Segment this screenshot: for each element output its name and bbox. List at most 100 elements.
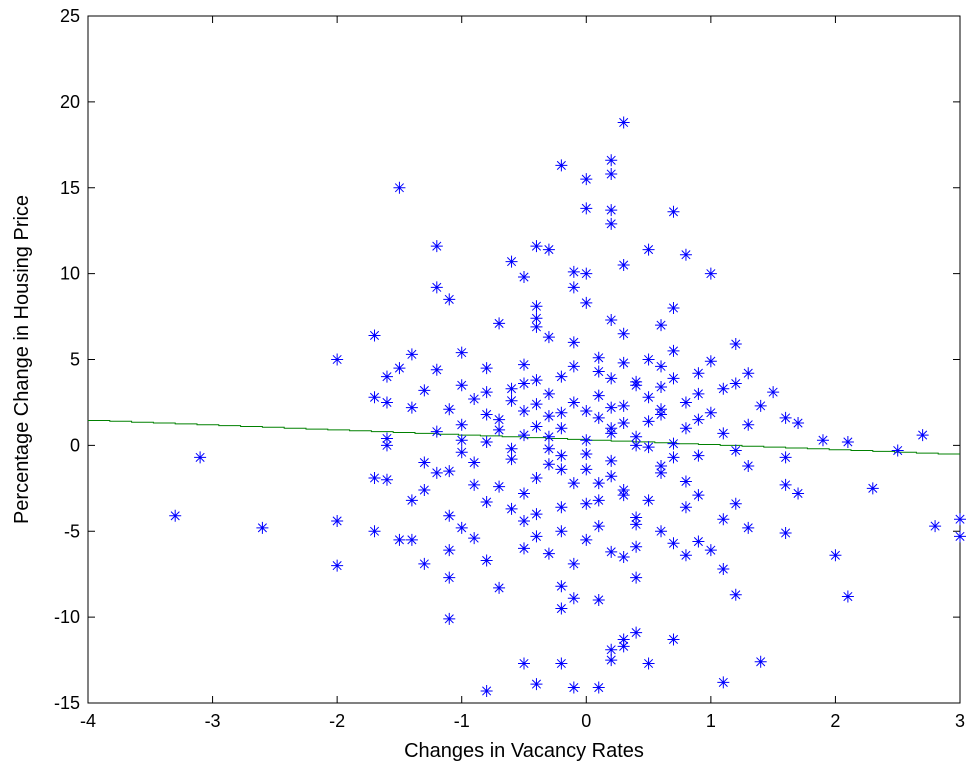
x-tick-label: 0 — [581, 711, 591, 731]
data-point — [592, 389, 605, 402]
data-point — [630, 379, 643, 392]
data-point — [605, 470, 618, 483]
data-point — [891, 444, 904, 457]
y-tick: 25 — [60, 6, 960, 26]
data-point — [704, 267, 717, 280]
data-point — [667, 633, 680, 646]
data-point — [655, 459, 668, 472]
data-point — [580, 497, 593, 510]
x-tick-label: 2 — [830, 711, 840, 731]
data-point — [418, 456, 431, 469]
y-tick: -15 — [54, 693, 960, 713]
data-point — [580, 447, 593, 460]
data-point — [779, 526, 792, 539]
data-point — [617, 551, 630, 564]
data-point — [368, 525, 381, 538]
data-point — [368, 329, 381, 342]
data-point — [567, 396, 580, 409]
data-point — [642, 415, 655, 428]
data-point — [443, 612, 456, 625]
data-point — [779, 478, 792, 491]
data-point — [866, 482, 879, 495]
data-point — [617, 484, 630, 497]
data-point — [717, 513, 730, 526]
data-point — [617, 259, 630, 272]
data-point — [393, 181, 406, 194]
data-point — [380, 473, 393, 486]
data-point — [617, 356, 630, 369]
data-point — [630, 626, 643, 639]
data-point — [493, 413, 506, 426]
data-point — [642, 391, 655, 404]
data-point — [605, 401, 618, 414]
data-point — [717, 563, 730, 576]
data-point — [667, 205, 680, 218]
data-point — [368, 472, 381, 485]
data-point — [505, 382, 518, 395]
data-point — [567, 281, 580, 294]
y-tick: -10 — [54, 607, 960, 627]
data-point — [717, 382, 730, 395]
x-axis-ticks: -4 -3 -2 -1 0 1 2 3 — [80, 16, 965, 731]
data-point — [692, 489, 705, 502]
data-point — [642, 441, 655, 454]
data-point — [505, 502, 518, 515]
data-point — [592, 681, 605, 694]
data-point — [754, 399, 767, 412]
data-point — [443, 403, 456, 416]
data-point — [617, 633, 630, 646]
data-point — [530, 678, 543, 691]
data-point — [518, 377, 530, 390]
data-point — [667, 451, 680, 464]
data-point — [380, 439, 393, 452]
data-point — [717, 427, 730, 440]
data-point — [518, 405, 530, 418]
data-point — [729, 497, 742, 510]
data-point — [567, 477, 580, 490]
data-point — [542, 387, 555, 400]
data-point — [542, 331, 555, 344]
data-point — [493, 317, 506, 330]
data-point — [617, 417, 630, 430]
y-tick: 10 — [60, 264, 960, 284]
data-point — [605, 643, 618, 656]
data-point — [916, 429, 929, 442]
y-tick: 15 — [60, 178, 960, 198]
data-point — [405, 401, 418, 414]
y-tick-label: 15 — [60, 178, 80, 198]
data-point — [592, 477, 605, 490]
data-point — [530, 240, 543, 253]
x-tick-label: -3 — [205, 711, 221, 731]
data-point — [368, 391, 381, 404]
data-point — [679, 475, 692, 488]
data-point — [841, 590, 854, 603]
y-tick: 20 — [60, 92, 960, 112]
data-point — [430, 240, 443, 253]
data-point — [742, 459, 755, 472]
data-point — [617, 327, 630, 340]
data-point — [605, 154, 618, 167]
data-point — [493, 480, 506, 493]
data-point — [455, 521, 468, 534]
y-tick-label: -15 — [54, 693, 80, 713]
data-point — [542, 243, 555, 256]
y-axis-label: Percentage Change in Housing Price — [11, 195, 33, 524]
data-point — [580, 533, 593, 546]
data-point — [679, 549, 692, 562]
data-point — [530, 472, 543, 485]
data-point — [580, 267, 593, 280]
x-tick-label: -2 — [329, 711, 345, 731]
x-tick-label: 3 — [955, 711, 965, 731]
x-tick-label: -1 — [454, 711, 470, 731]
data-point — [630, 571, 643, 584]
data-point — [605, 217, 618, 230]
x-tick: -3 — [205, 16, 221, 731]
data-point — [667, 301, 680, 314]
data-point — [405, 348, 418, 361]
data-point — [530, 374, 543, 387]
data-point — [692, 367, 705, 380]
data-point — [679, 248, 692, 261]
data-point — [779, 411, 792, 424]
data-point — [518, 271, 530, 284]
data-point — [555, 406, 568, 419]
